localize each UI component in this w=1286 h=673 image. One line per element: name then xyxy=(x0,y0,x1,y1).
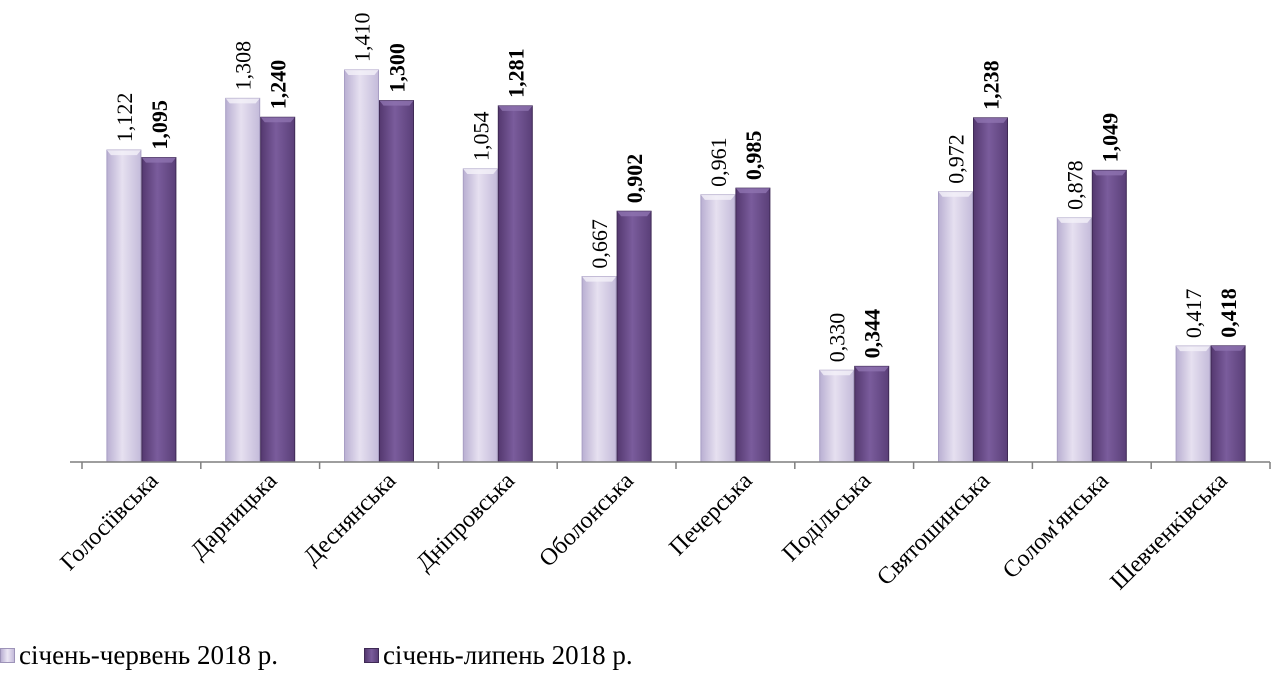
x-tick-label-9: Солом'янська xyxy=(998,468,1114,584)
bar-1-8 xyxy=(938,191,973,463)
bar-cap-2-8 xyxy=(973,117,1008,123)
legend-label-series-2: січень-липень 2018 р. xyxy=(382,639,633,670)
bar-cap-2-3 xyxy=(379,100,414,106)
data-label-2-3: 1,300 xyxy=(385,43,410,93)
x-tick-label-4: Дніпровська xyxy=(412,468,521,577)
data-label-2-8: 1,238 xyxy=(979,60,1004,110)
bar-2-1 xyxy=(141,157,177,463)
x-tick-label-5: Оболонська xyxy=(534,468,639,573)
bar-cap-2-6 xyxy=(735,188,770,194)
data-label-2-6: 0,985 xyxy=(741,131,766,181)
bar-2-6 xyxy=(735,187,771,463)
bar-1-2 xyxy=(225,97,261,463)
bar-cap-1-1 xyxy=(106,150,141,156)
x-tick-label-8: Святошинська xyxy=(872,468,995,591)
legend-item-series-1: січень-червень 2018 р. xyxy=(0,640,278,671)
data-label-1-4: 1,054 xyxy=(468,111,493,161)
bar-2-9 xyxy=(1091,169,1127,463)
x-tick-label-3: Деснянська xyxy=(299,468,402,571)
bar-cap-1-6 xyxy=(700,194,735,200)
bar-cap-1-10 xyxy=(1176,346,1211,352)
data-label-1-8: 0,972 xyxy=(944,134,969,184)
legend-swatch-series-2 xyxy=(363,647,379,663)
data-label-1-1: 1,122 xyxy=(112,93,137,143)
data-label-1-2: 1,308 xyxy=(231,41,256,91)
bar-cap-1-3 xyxy=(344,70,379,75)
bar-cap-2-10 xyxy=(1211,345,1246,351)
data-label-2-1: 1,095 xyxy=(147,100,172,150)
bar-2-2 xyxy=(260,116,296,463)
data-label-2-9: 1,049 xyxy=(1097,113,1122,163)
legend-item-series-2: січень-липень 2018 р. xyxy=(363,639,633,671)
data-label-1-9: 0,878 xyxy=(1062,160,1087,210)
bar-2-10 xyxy=(1210,345,1246,463)
bar-cap-2-9 xyxy=(1092,170,1127,176)
bar-1-1 xyxy=(106,149,142,463)
x-tick-label-10: Шевченківська xyxy=(1106,468,1233,595)
bar-cap-2-1 xyxy=(141,157,176,163)
bar-2-5 xyxy=(616,210,652,463)
bar-2-3 xyxy=(379,100,414,463)
x-tick-label-7: Подільська xyxy=(777,468,876,567)
bar-cap-2-2 xyxy=(260,117,295,123)
data-label-2-7: 0,344 xyxy=(860,309,885,359)
bar-1-10 xyxy=(1175,345,1211,463)
bar-1-5 xyxy=(581,276,617,463)
data-label-1-7: 0,330 xyxy=(825,313,850,363)
bar-2-8 xyxy=(973,117,1008,463)
bar-cap-1-2 xyxy=(225,98,260,104)
bar-1-4 xyxy=(462,168,498,463)
data-label-1-6: 0,961 xyxy=(706,137,731,187)
bar-1-9 xyxy=(1056,217,1092,463)
x-tick-label-6: Печерська xyxy=(665,468,758,561)
bar-1-6 xyxy=(700,194,736,463)
bar-cap-1-9 xyxy=(1057,217,1092,223)
bar-2-4 xyxy=(497,105,533,463)
data-label-1-5: 0,667 xyxy=(587,219,612,269)
data-label-2-4: 1,281 xyxy=(503,48,528,98)
data-label-2-2: 1,240 xyxy=(266,60,291,110)
x-tick-label-1: Голосіївська xyxy=(56,468,164,576)
bar-cap-1-8 xyxy=(938,191,973,197)
bar-cap-1-4 xyxy=(463,168,498,174)
legend: січень-червень 2018 р. січень-липень 201… xyxy=(0,640,633,670)
legend-swatch-series-1 xyxy=(0,647,15,663)
data-label-2-10: 0,418 xyxy=(1216,288,1241,338)
bar-1-7 xyxy=(819,369,855,463)
bar-1-3 xyxy=(344,69,379,463)
bar-cap-2-4 xyxy=(498,105,533,111)
bar-chart: 1,122 1,095 Голосіївська 1,308 1,240 Дарницьк… xyxy=(56,13,1271,595)
x-tick-label-2: Дарницька xyxy=(186,468,283,565)
data-label-1-10: 0,417 xyxy=(1181,289,1206,339)
bar-cap-2-7 xyxy=(854,366,889,372)
bar-cap-1-7 xyxy=(819,370,854,376)
legend-label-series-1: січень-червень 2018 р. xyxy=(19,639,278,670)
data-label-1-3: 1,410 xyxy=(350,13,375,63)
bar-cap-1-5 xyxy=(582,276,617,282)
bar-2-7 xyxy=(854,365,890,463)
data-label-2-5: 0,902 xyxy=(622,154,647,204)
bar-cap-2-5 xyxy=(617,211,652,217)
